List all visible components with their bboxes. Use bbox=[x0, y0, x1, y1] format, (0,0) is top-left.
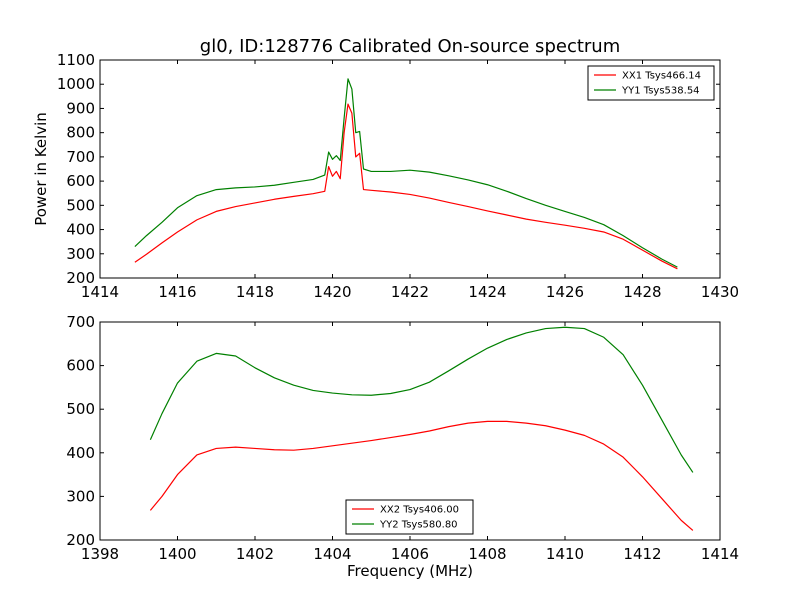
y-tick-label: 400 bbox=[66, 444, 95, 462]
legend-label: XX1 Tsys466.14 bbox=[622, 71, 701, 82]
x-tick-label: 1424 bbox=[468, 283, 506, 301]
x-axis-label: Frequency (MHz) bbox=[347, 562, 473, 580]
x-tick-label: 1410 bbox=[546, 545, 584, 563]
x-tick-label: 1428 bbox=[623, 283, 661, 301]
x-tick-label: 1398 bbox=[81, 545, 119, 563]
legend-box bbox=[345, 499, 474, 535]
y-tick-label: 300 bbox=[66, 487, 95, 505]
y-tick-label: 900 bbox=[66, 99, 95, 117]
y-tick-label: 1000 bbox=[57, 75, 95, 93]
x-tick-label: 1420 bbox=[313, 283, 351, 301]
chart-root: 1414 1416 1418 1420 1422 1424 1426 1428 1430 200 3… bbox=[32, 36, 739, 580]
y-tick-label: 600 bbox=[66, 172, 95, 190]
x-tick-label: 1412 bbox=[623, 545, 661, 563]
x-tick-label: 1406 bbox=[391, 545, 429, 563]
x-tick-label: 1418 bbox=[236, 283, 274, 301]
x-tick-label: 1422 bbox=[391, 283, 429, 301]
legend-label: YY1 Tsys538.54 bbox=[621, 86, 700, 97]
x-tick-label: 1408 bbox=[468, 545, 506, 563]
y-tick-label: 400 bbox=[66, 221, 95, 239]
y-tick-label: 600 bbox=[66, 357, 95, 375]
y-tick-label: 1100 bbox=[57, 51, 95, 69]
legend-label: XX2 Tsys406.00 bbox=[380, 505, 459, 516]
x-tick-label: 1426 bbox=[546, 283, 584, 301]
y-tick-label: 500 bbox=[66, 196, 95, 214]
series-line-1-1 bbox=[134, 103, 678, 270]
chart-title: gl0, ID:128776 Calibrated On-source spec… bbox=[200, 36, 620, 57]
x-tick-label: 1400 bbox=[158, 545, 196, 563]
x-tick-label: 1402 bbox=[236, 545, 274, 563]
y-tick-label: 500 bbox=[66, 400, 95, 418]
y-tick-label: 200 bbox=[66, 269, 95, 287]
series-line-2-2 bbox=[149, 326, 694, 473]
y-tick-label: 700 bbox=[66, 148, 95, 166]
series-line-1-2 bbox=[134, 78, 678, 268]
x-tick-label: 1416 bbox=[158, 283, 196, 301]
chart-panel-1: 1414 1416 1418 1420 1422 1424 1426 1428 1430 200 3… bbox=[32, 36, 739, 301]
y-tick-label: 200 bbox=[66, 531, 95, 549]
legend: XX1 Tsys466.14 YY1 Tsys538.54 bbox=[587, 65, 715, 101]
x-tick-label: 1414 bbox=[701, 545, 739, 563]
y-tick-label: 700 bbox=[66, 313, 95, 331]
y-tick-label: 300 bbox=[66, 245, 95, 263]
y-tick-label: 800 bbox=[66, 124, 95, 142]
x-tick-label: 1430 bbox=[701, 283, 739, 301]
y-axis-label: Power in Kelvin bbox=[32, 112, 50, 226]
series-line-2-1 bbox=[149, 420, 694, 531]
chart-panel-2: 1398 1400 1402 1404 1406 1408 1410 1412 1414 200 3… bbox=[66, 313, 739, 580]
x-tick-label: 1414 bbox=[81, 283, 119, 301]
legend-label: YY2 Tsys580.80 bbox=[379, 520, 458, 531]
x-tick-label: 1404 bbox=[313, 545, 351, 563]
legend-box bbox=[587, 65, 715, 101]
legend: XX2 Tsys406.00 YY2 Tsys580.80 bbox=[345, 499, 474, 535]
